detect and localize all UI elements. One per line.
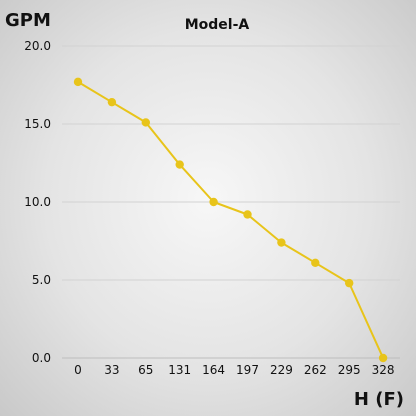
- x-tick-label: 0: [74, 363, 82, 377]
- data-point: [175, 160, 184, 169]
- data-point: [209, 197, 218, 207]
- data-point: [243, 210, 252, 219]
- x-tick-label: 229: [270, 363, 293, 377]
- y-tick-label: 20.0: [24, 39, 51, 53]
- y-tick-label: 5.0: [32, 273, 51, 287]
- data-point: [345, 278, 354, 288]
- y-tick-label: 10.0: [24, 195, 51, 209]
- y-axis-label: GPM: [5, 10, 51, 31]
- x-axis-label: H (F): [354, 389, 404, 410]
- x-tick-label: 328: [372, 363, 395, 377]
- series-layer: [73, 77, 388, 363]
- x-tick-label: 65: [138, 363, 153, 377]
- y-tick-label: 0.0: [32, 351, 51, 365]
- x-tick-label: 197: [236, 363, 259, 377]
- chart-title: Model-A: [185, 17, 250, 33]
- data-point: [311, 258, 320, 268]
- y-tick-label: 15.0: [24, 117, 51, 131]
- data-point: [378, 353, 388, 363]
- series-line: [77, 81, 385, 359]
- x-tick-label: 164: [202, 363, 225, 377]
- x-tick-label: 262: [304, 363, 327, 377]
- data-point: [277, 238, 286, 247]
- x-tick-label: 131: [168, 363, 191, 377]
- x-tick-label: 33: [104, 363, 119, 377]
- y-axis-ticks: 0.0 5.0 10.0 15.0 20.0: [24, 39, 51, 365]
- grid: [62, 45, 400, 359]
- data-point: [107, 97, 117, 107]
- data-point: [73, 77, 83, 87]
- x-tick-label: 295: [338, 363, 361, 377]
- x-axis-ticks: 0 33 65 131 164 197 229 262 295 328: [74, 363, 394, 377]
- data-point: [141, 118, 150, 127]
